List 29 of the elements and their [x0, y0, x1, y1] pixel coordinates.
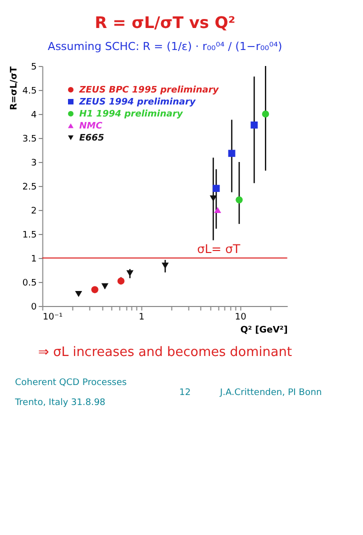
legend-label: H1 1994 preliminary — [79, 110, 184, 120]
y-tick-label: 1 — [31, 254, 37, 264]
text: 12 — [179, 388, 191, 398]
legend-label: E665 — [79, 134, 104, 144]
text: Coherent QCD Processes — [15, 378, 127, 388]
legend-label: ZEUS BPC 1995 preliminary — [78, 86, 220, 96]
x-tick-label: 10 — [234, 312, 247, 322]
y-tick-label: 2 — [31, 206, 37, 216]
legend-label: ZEUS 1994 preliminary — [78, 98, 197, 108]
legend-label: NMC — [79, 122, 103, 132]
text: J.A.Crittenden, PI Bonn — [219, 388, 322, 398]
x-tick-label: 1 — [138, 312, 145, 322]
x-tick-label: 10⁻¹ — [42, 312, 63, 322]
text: Trento, Italy 31.8.98 — [14, 398, 106, 408]
ref-line-label: σL= σT — [197, 242, 241, 256]
text: ⇒ σL increases and becomes dominant — [38, 345, 292, 360]
y-tick-label: 4.5 — [22, 86, 37, 96]
y-tick-label: 2.5 — [22, 182, 37, 192]
y-tick-label: 3 — [31, 158, 37, 168]
chart-title: R = σL/σT vs Q² — [94, 13, 236, 32]
y-tick-label: 4 — [31, 110, 38, 120]
y-axis-title: R=σL/σT — [9, 66, 20, 110]
x-axis-title: Q² [GeV²] — [240, 326, 288, 336]
chart-subtitle: Assuming SCHC: R = (1/ε) · r₀₀⁰⁴ / (1−r₀₀⁰⁴) — [48, 40, 282, 53]
y-tick-label: 1.5 — [22, 230, 37, 240]
y-tick-label: 0 — [31, 302, 38, 312]
y-tick-label: 3.5 — [22, 134, 37, 144]
y-tick-label: 5 — [31, 62, 37, 72]
y-tick-label: 0.5 — [22, 278, 37, 288]
